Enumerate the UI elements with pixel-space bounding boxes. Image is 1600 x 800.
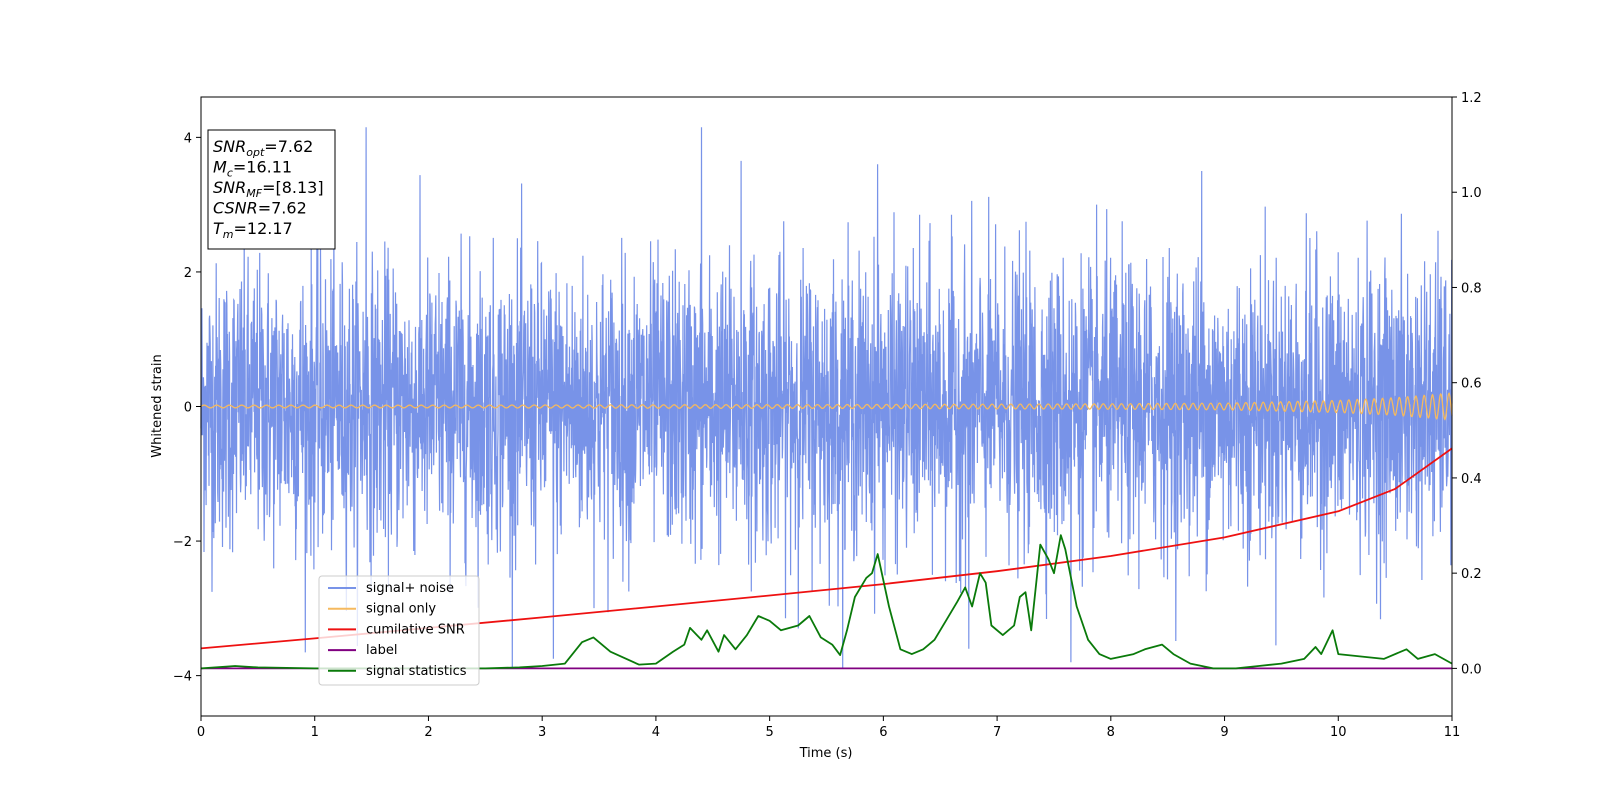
y2-tick-label: 0.4 [1461,472,1482,487]
y-tick-label: −2 [173,535,192,550]
x-tick-label: 0 [197,725,205,740]
y2-tick-label: 1.2 [1461,91,1482,106]
y2-tick-label: 0.2 [1461,567,1482,582]
legend-label: label [366,643,397,658]
legend-label: signal only [366,602,436,617]
x-axis-label: Time (s) [799,746,853,761]
annotation-line: Tm=12.17 [213,219,293,241]
y2-tick-label: 0.6 [1461,377,1482,392]
y2-axis-ticks: 0.0 0.2 0.4 0.6 0.8 1.0 1.2 [1452,91,1482,677]
legend-label: cumilative SNR [366,622,465,637]
y-axis-label: Whitened strain [150,354,165,457]
x-tick-label: 4 [652,725,660,740]
series-line [200,392,1453,421]
x-tick-label: 9 [1220,725,1228,740]
x-axis-ticks: 0 1 2 3 4 5 6 7 8 9 10 11 [197,716,1460,740]
series-signal-only [200,392,1453,421]
y2-tick-label: 0.8 [1461,281,1482,296]
annotation-line: SNRopt=7.62 [213,137,313,159]
y2-tick-label: 1.0 [1461,186,1482,201]
x-tick-label: 2 [424,725,432,740]
y-tick-label: −4 [173,670,192,685]
series-signal-statistics [200,534,1453,670]
annotation-line: SNRMF=[8.13] [213,178,324,200]
x-tick-label: 5 [765,725,773,740]
annotation-line: CSNR=7.62 [213,199,307,218]
legend-label: signal+ noise [366,581,454,596]
y-tick-label: 0 [184,401,192,416]
series-line [200,534,1453,670]
y2-tick-label: 0.0 [1461,662,1482,677]
x-tick-label: 10 [1330,725,1347,740]
series-line [200,127,1453,669]
series-signal-noise [200,127,1453,669]
annotation-line: Mc=16.11 [213,158,292,180]
x-tick-label: 8 [1107,725,1115,740]
x-tick-label: 11 [1444,725,1461,740]
y-tick-label: 2 [184,266,192,281]
legend: signal+ noise signal only cumilative SNR la… [318,575,480,686]
x-tick-label: 6 [879,725,887,740]
y-tick-label: 4 [184,131,192,146]
legend-label: signal statistics [366,664,467,679]
x-tick-label: 3 [538,725,546,740]
y-axis-ticks: −4 −2 0 2 4 [173,131,201,685]
annotation-box: SNRopt=7.62Mc=16.11SNRMF=[8.13]CSNR=7.62… [207,129,336,250]
x-tick-label: 7 [993,725,1001,740]
x-tick-label: 1 [311,725,319,740]
